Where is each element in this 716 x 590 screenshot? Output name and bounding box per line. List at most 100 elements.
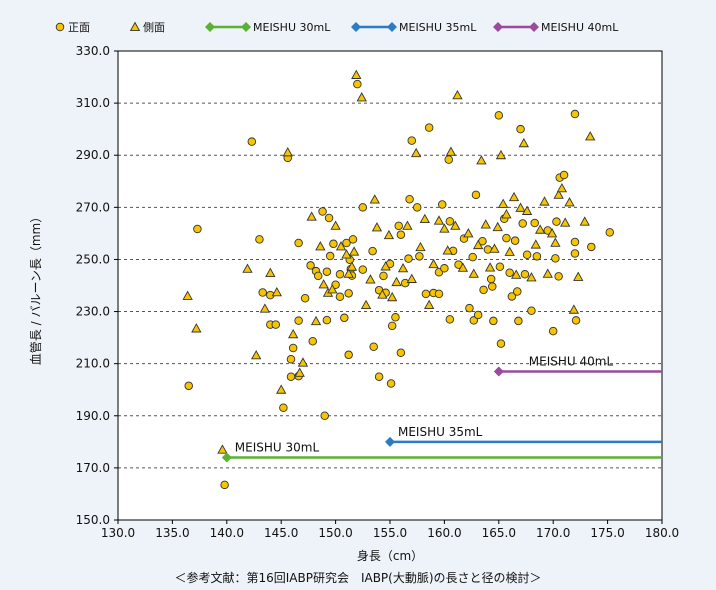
data-point-triangle xyxy=(428,258,439,269)
x-tick-label: 140.0 xyxy=(210,526,244,540)
legend-marker xyxy=(129,21,141,31)
data-point-circle xyxy=(445,315,455,324)
data-point-triangle xyxy=(191,323,202,333)
data-point-circle xyxy=(286,372,296,381)
data-point-triangle xyxy=(534,224,546,234)
data-point-triangle xyxy=(276,384,287,394)
data-point-triangle xyxy=(348,246,360,256)
legend-marker xyxy=(351,22,361,32)
data-point-circle xyxy=(494,111,504,120)
reference-line-marker xyxy=(221,452,232,463)
data-point-triangle xyxy=(585,131,596,141)
data-point-triangle xyxy=(419,213,430,224)
data-point-triangle xyxy=(579,216,590,226)
data-point-circle xyxy=(421,289,431,299)
legend-label: 正面 xyxy=(68,21,90,34)
data-point-triangle xyxy=(402,220,413,230)
data-point-triangle xyxy=(433,215,445,225)
data-point-triangle xyxy=(480,219,491,229)
data-point-triangle xyxy=(463,228,474,238)
axes xyxy=(114,50,663,524)
x-tick-label: 155.0 xyxy=(373,526,407,540)
data-point-triangle xyxy=(259,303,271,313)
legend-label: 側面 xyxy=(143,21,165,34)
data-point-triangle xyxy=(457,262,469,272)
data-point-circle xyxy=(258,288,267,297)
data-point-triangle xyxy=(397,262,409,273)
data-point-circle xyxy=(488,282,497,291)
data-point-triangle xyxy=(518,137,529,148)
data-point-triangle xyxy=(315,241,326,251)
data-point-circle xyxy=(518,219,527,228)
data-point-triangle xyxy=(542,268,553,278)
data-point-triangle xyxy=(346,261,358,271)
data-point-triangle xyxy=(468,268,479,278)
data-point-triangle xyxy=(242,263,253,273)
data-point-circle xyxy=(329,239,338,249)
y-tick-label: 210.0 xyxy=(76,357,110,371)
data-point-triangle xyxy=(501,209,512,219)
data-point-circle xyxy=(496,339,506,348)
x-tick-label: 160.0 xyxy=(427,526,461,540)
data-point-circle xyxy=(374,372,384,381)
data-point-circle xyxy=(502,233,511,243)
data-point-circle xyxy=(322,315,332,325)
data-point-circle xyxy=(552,217,561,226)
data-point-circle xyxy=(587,242,596,252)
x-tick-label: 145.0 xyxy=(264,526,298,540)
y-tick-label: 230.0 xyxy=(76,305,110,319)
legend-marker xyxy=(387,22,397,32)
data-point-triangle xyxy=(439,223,450,233)
data-point-triangle xyxy=(472,239,484,250)
data-point-circle xyxy=(247,137,257,146)
data-point-circle xyxy=(379,271,388,281)
data-point-triangle xyxy=(508,191,520,202)
data-point-circle xyxy=(391,313,400,322)
data-point-circle xyxy=(440,264,449,273)
data-point-triangle xyxy=(560,217,571,227)
data-point-circle xyxy=(324,213,334,223)
data-point-triangle xyxy=(450,220,461,230)
legend-label: MEISHU 30mL xyxy=(253,21,331,34)
data-point-circle xyxy=(286,354,296,364)
data-point-circle xyxy=(271,320,281,329)
data-point-triangle xyxy=(310,315,322,326)
legend-marker xyxy=(205,22,215,32)
plot-area xyxy=(118,51,662,520)
data-point-circle xyxy=(344,289,353,298)
data-point-triangle xyxy=(182,290,193,300)
data-point-circle xyxy=(255,235,264,244)
data-point-triangle xyxy=(489,243,500,253)
data-point-triangle xyxy=(294,367,305,377)
data-point-circle xyxy=(527,306,536,316)
data-points xyxy=(182,69,615,490)
data-point-circle xyxy=(444,155,454,164)
data-point-triangle xyxy=(318,279,329,289)
data-point-circle xyxy=(505,268,514,277)
data-point-circle xyxy=(479,285,488,295)
data-point-triangle xyxy=(568,304,580,314)
data-point-circle xyxy=(495,262,505,271)
data-point-circle xyxy=(306,261,315,270)
data-point-triangle xyxy=(288,328,299,339)
data-point-circle xyxy=(358,265,368,274)
data-point-circle xyxy=(184,381,193,391)
y-tick-label: 150.0 xyxy=(76,513,110,527)
data-point-triangle xyxy=(217,444,228,454)
reference-lines: MEISHU 30mL MEISHU 35mL MEISHU 40mL xyxy=(221,354,662,463)
data-point-triangle xyxy=(556,182,568,193)
data-point-circle xyxy=(548,326,558,336)
data-point-circle xyxy=(320,411,329,421)
legend-marker xyxy=(55,22,65,32)
data-point-circle xyxy=(530,218,539,228)
y-tick-label: 190.0 xyxy=(76,409,110,423)
data-point-circle xyxy=(437,200,447,209)
legend-label: MEISHU 35mL xyxy=(399,21,477,34)
data-point-triangle xyxy=(282,147,293,157)
x-tick-label: 175.0 xyxy=(590,526,624,540)
data-point-circle xyxy=(407,136,417,145)
legend-marker xyxy=(493,22,503,32)
data-point-triangle xyxy=(530,239,541,249)
data-point-triangle xyxy=(330,220,341,230)
x-tick-label: 165.0 xyxy=(482,526,516,540)
